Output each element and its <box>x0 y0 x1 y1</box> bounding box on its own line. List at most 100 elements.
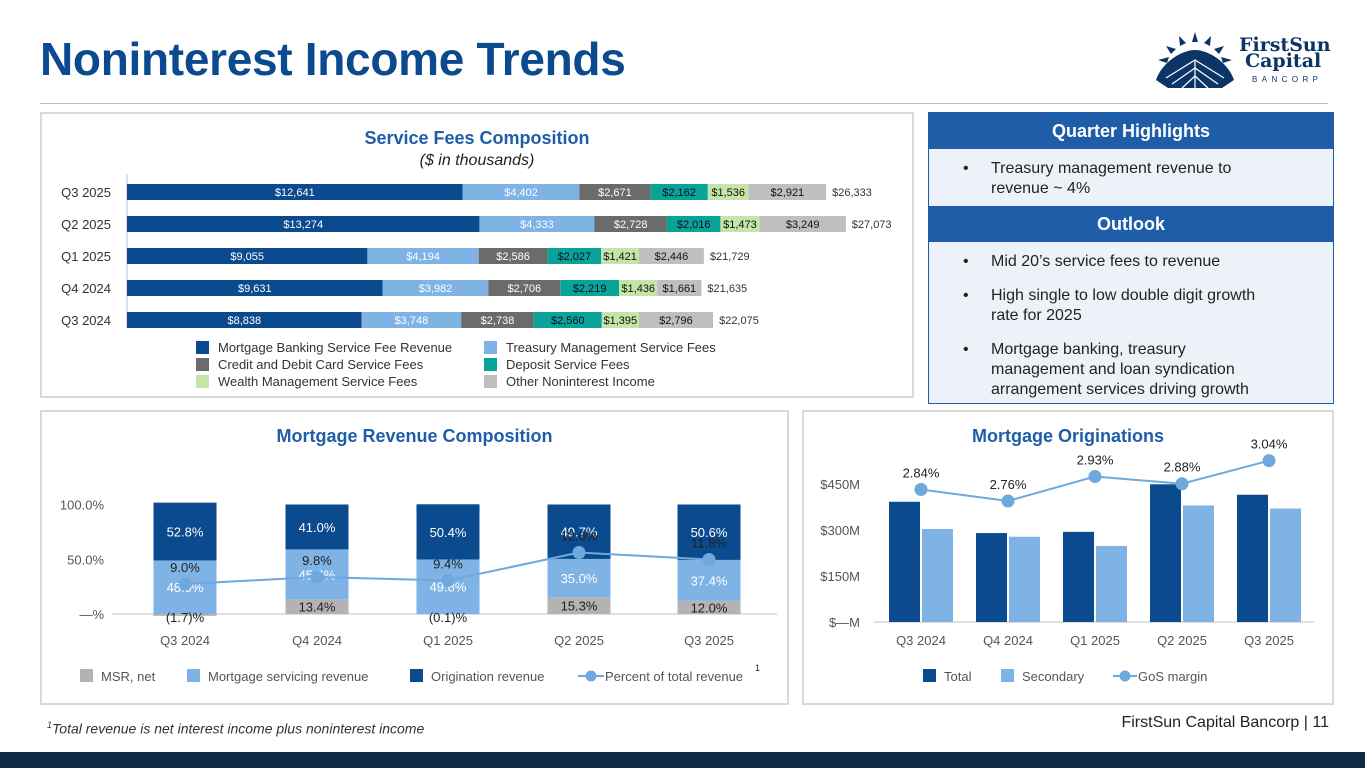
gos-margin-label: 2.76% <box>990 477 1027 492</box>
service-fees-data-label: $12,641 <box>275 187 315 199</box>
legend-label-other-noninterest-income: Other Noninterest Income <box>506 374 655 389</box>
service-fees-bar-deposit-service-fees <box>547 248 602 264</box>
mortgage-revenue-msr-label: 13.4% <box>299 600 336 615</box>
percent-of-total-revenue-point <box>310 570 324 584</box>
service-fees-bar-wealth-management-service-fees <box>619 280 658 296</box>
mortgage-revenue-origination-label: 41.0% <box>299 520 336 535</box>
service-fees-bar-mortgage-banking-service-fee-revenue <box>127 280 383 296</box>
originations-bar-secondary <box>1009 536 1040 622</box>
percent-of-total-revenue-point <box>572 546 586 559</box>
mortgage-revenue-msr-label: (0.1)% <box>429 610 468 625</box>
originations-bar-total <box>976 533 1007 622</box>
highlight-item: Treasury management revenue to revenue ~… <box>929 159 1333 199</box>
page-number: 11 <box>1312 714 1329 731</box>
originations-bar-secondary <box>1270 508 1301 622</box>
logo-text-firstsun: FirstSun <box>1239 34 1331 56</box>
legend-swatch-mortgage-servicing <box>187 669 200 682</box>
legend-footnote-marker: 1 <box>755 663 760 673</box>
originations-ytick: $150M <box>820 569 860 584</box>
originations-bar-secondary <box>1183 505 1214 622</box>
legend-swatch-mortgage-banking-service-fee-revenue <box>196 341 209 354</box>
mortgage-revenue-category-label: Q4 2024 <box>292 633 342 648</box>
service-fees-bar-treasury-management-service-fees <box>479 216 595 232</box>
originations-category-label: Q2 2025 <box>1157 633 1207 648</box>
service-fees-data-label: $2,921 <box>771 187 805 199</box>
legend-label-msr-net: MSR, net <box>101 669 156 684</box>
mortgage-revenue-origination-label: 50.4% <box>430 525 467 540</box>
outlook-header: Outlook <box>929 206 1333 242</box>
legend-label-credit-and-debit-card-service-fees: Credit and Debit Card Service Fees <box>218 357 424 372</box>
legend-swatch-percent-marker <box>585 670 597 682</box>
service-fees-data-label: $2,560 <box>551 315 585 327</box>
gos-margin-point <box>1262 454 1276 468</box>
logo-sunburst-icon <box>1156 32 1234 89</box>
mortgage-revenue-category-label: Q1 2025 <box>423 633 473 648</box>
service-fees-category-label: Q4 2024 <box>61 281 111 296</box>
mortgage-revenue-bar-origination <box>416 504 480 560</box>
service-fees-bar-treasury-management-service-fees <box>382 280 489 296</box>
service-fees-total-label: $21,729 <box>710 251 750 263</box>
outlook-body: Mid 20’s service fees to revenue High si… <box>929 242 1333 403</box>
mortgage-revenue-category-label: Q2 2025 <box>554 633 604 648</box>
legend-swatch-total <box>923 669 936 682</box>
mortgage-revenue-servicing-label: 49.8% <box>430 580 467 595</box>
gos-margin-point <box>914 482 928 496</box>
service-fees-bar-wealth-management-service-fees <box>601 248 639 264</box>
mortgage-revenue-bar-servicing <box>547 558 611 598</box>
legend-swatch-wealth-management-service-fees <box>196 375 209 388</box>
service-fees-data-label: $3,982 <box>419 283 453 295</box>
percent-of-total-revenue-label: 9.4% <box>433 557 463 572</box>
mortgage-revenue-category-label: Q3 2024 <box>160 633 210 648</box>
service-fees-chart: Q3 2025 $12,641 $4,402 $2,671 $2,162 $1,536 $2… <box>61 174 892 389</box>
service-fees-panel: Service Fees Composition ($ in thousands… <box>40 112 914 398</box>
mortgage-revenue-chart: —%50.0%100.0%52.8%48.9%(1.7)%Q3 202441.0… <box>60 498 777 684</box>
company-logo: FirstSun Capital BANCORP <box>1152 30 1332 92</box>
service-fees-bar-wealth-management-service-fees <box>720 216 760 232</box>
service-fees-bar-deposit-service-fees <box>533 312 602 328</box>
page-title: Noninterest Income Trends <box>40 33 626 85</box>
service-fees-category-label: Q1 2025 <box>61 249 111 264</box>
service-fees-bar-mortgage-banking-service-fee-revenue <box>127 248 368 264</box>
service-fees-data-label: $4,333 <box>520 219 554 231</box>
service-fees-bar-other-noninterest-income <box>759 216 846 232</box>
originations-ytick: $—M <box>829 615 860 630</box>
mortgage-revenue-bar-servicing <box>677 559 741 601</box>
mortgage-revenue-bar-msr-net <box>547 597 611 614</box>
service-fees-bar-deposit-service-fees <box>650 184 708 200</box>
service-fees-bar-wealth-management-service-fees <box>601 312 639 328</box>
service-fees-bar-deposit-service-fees <box>666 216 721 232</box>
gos-margin-label: 2.88% <box>1164 460 1201 475</box>
service-fees-category-label: Q3 2024 <box>61 313 111 328</box>
gos-margin-point <box>1001 494 1015 508</box>
originations-bar-secondary <box>922 529 953 622</box>
service-fees-data-label: $3,748 <box>395 315 429 327</box>
mortgage-revenue-msr-label: (1.7)% <box>166 610 205 625</box>
legend-label-mortgage-banking-service-fee-revenue: Mortgage Banking Service Fee Revenue <box>218 340 452 355</box>
mortgage-revenue-ytick: 100.0% <box>60 498 105 513</box>
service-fees-bar-credit-and-debit-card-service-fees <box>579 184 651 200</box>
outlook-item: Mid 20’s service fees to revenue <box>929 252 1333 272</box>
service-fees-data-label: $2,016 <box>677 219 711 231</box>
service-fees-bar-mortgage-banking-service-fee-revenue <box>127 216 480 232</box>
footnote-text: Total revenue is net interest income plu… <box>52 720 425 737</box>
legend-label-total: Total <box>944 669 972 684</box>
service-fees-category-label: Q2 2025 <box>61 217 111 232</box>
service-fees-data-label: $2,706 <box>508 283 542 295</box>
service-fees-data-label: $8,838 <box>227 315 261 327</box>
mortgage-revenue-bar-origination <box>285 504 349 550</box>
mortgage-revenue-panel: Mortgage Revenue Composition —% 50.0% 100.… <box>40 410 789 705</box>
service-fees-data-label: $1,395 <box>604 315 638 327</box>
mortgage-revenue-bar-msr-net <box>677 600 741 614</box>
legend-swatch-treasury-management-service-fees <box>484 341 497 354</box>
mortgage-originations-title: Mortgage Originations <box>971 426 1164 446</box>
legend-swatch-gos-marker <box>1119 670 1131 682</box>
originations-category-label: Q4 2024 <box>983 633 1033 648</box>
outlook-item: High single to low double digit growth r… <box>929 286 1333 326</box>
legend-swatch-other-noninterest-income <box>484 375 497 388</box>
service-fees-bar-credit-and-debit-card-service-fees <box>478 248 548 264</box>
service-fees-bar-wealth-management-service-fees <box>707 184 749 200</box>
service-fees-data-label: $2,219 <box>573 283 607 295</box>
footer-separator: | <box>1303 714 1308 731</box>
mortgage-revenue-bar-origination <box>677 504 741 560</box>
originations-ytick: $450M <box>820 477 860 492</box>
